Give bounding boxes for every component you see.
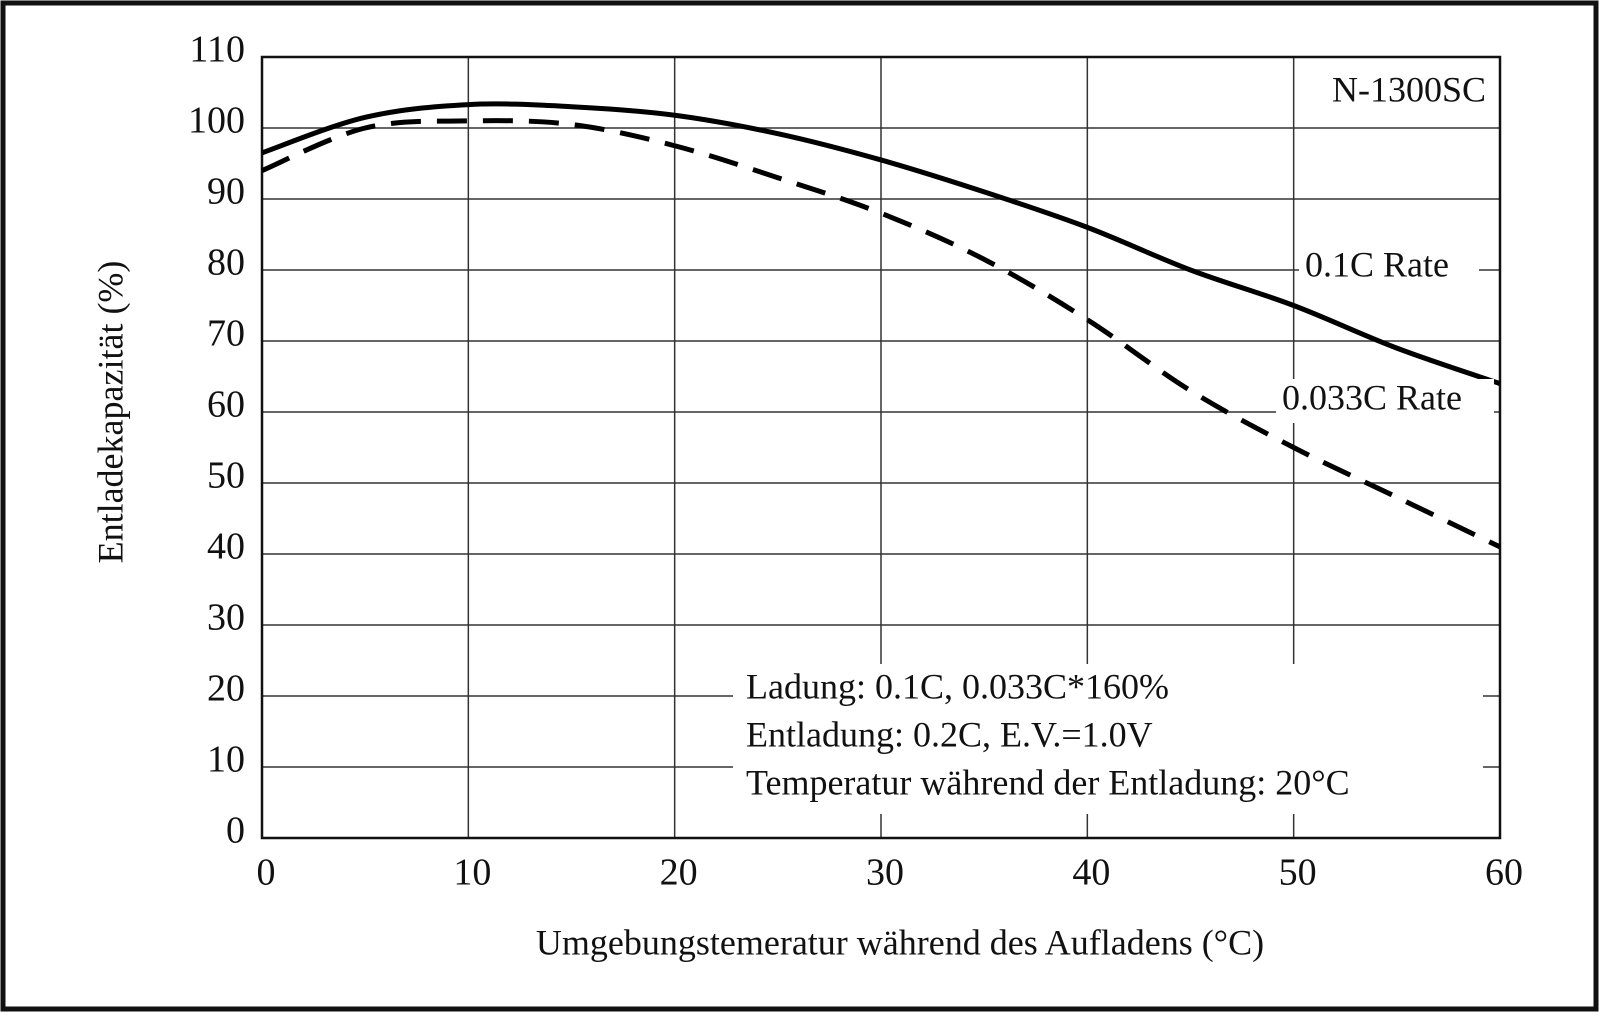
y-tick-label: 90 xyxy=(207,171,245,213)
note: Ladung: 0.1C, 0.033C*160% xyxy=(746,666,1169,706)
label-bg xyxy=(1299,246,1479,290)
y-tick-label: 70 xyxy=(207,313,245,355)
y-tick-label: 40 xyxy=(207,526,245,568)
y-tick-label: 100 xyxy=(188,100,245,142)
y-tick-label: 10 xyxy=(207,739,245,781)
note-box xyxy=(733,664,1483,814)
x-tick-label: 10 xyxy=(453,852,491,894)
y-tick-label: 110 xyxy=(189,29,245,71)
model-label: N-1300SC xyxy=(1332,69,1486,109)
x-tick-label: 40 xyxy=(1072,852,1110,894)
legend-label: 0.033C Rate xyxy=(1282,377,1462,417)
y-tick-label: 20 xyxy=(207,668,245,710)
x-tick-label: 50 xyxy=(1279,852,1317,894)
x-tick-label: 60 xyxy=(1485,852,1523,894)
x-tick-label: 30 xyxy=(866,852,904,894)
y-tick-label: 0 xyxy=(226,810,245,852)
series-line xyxy=(261,118,1502,550)
note: Temperatur während der Entladung: 20°C xyxy=(746,762,1350,802)
texts: 0 10 20 30 40 50 60 70 80 90 100 110 0 10 20 30 40 50 60 0.… xyxy=(90,29,1523,963)
y-tick-label: 80 xyxy=(207,242,245,284)
y-tick-label: 60 xyxy=(207,384,245,426)
lines xyxy=(261,101,1502,550)
series-line xyxy=(261,101,1501,386)
note: Entladung: 0.2C, E.V.=1.0V xyxy=(746,714,1153,754)
x-tick-label: 20 xyxy=(660,852,698,894)
label-bg xyxy=(1276,379,1494,423)
legend-label: 0.1C Rate xyxy=(1305,244,1449,284)
x-tick-label: 0 xyxy=(257,852,276,894)
plot-border xyxy=(260,55,1502,840)
y-tick-label: 30 xyxy=(207,597,245,639)
y-axis-label: Entladekapazität (%) xyxy=(90,261,130,564)
x-axis-label: Umgebungstemeratur während des Aufladens… xyxy=(536,922,1264,962)
y-tick-label: 50 xyxy=(207,455,245,497)
